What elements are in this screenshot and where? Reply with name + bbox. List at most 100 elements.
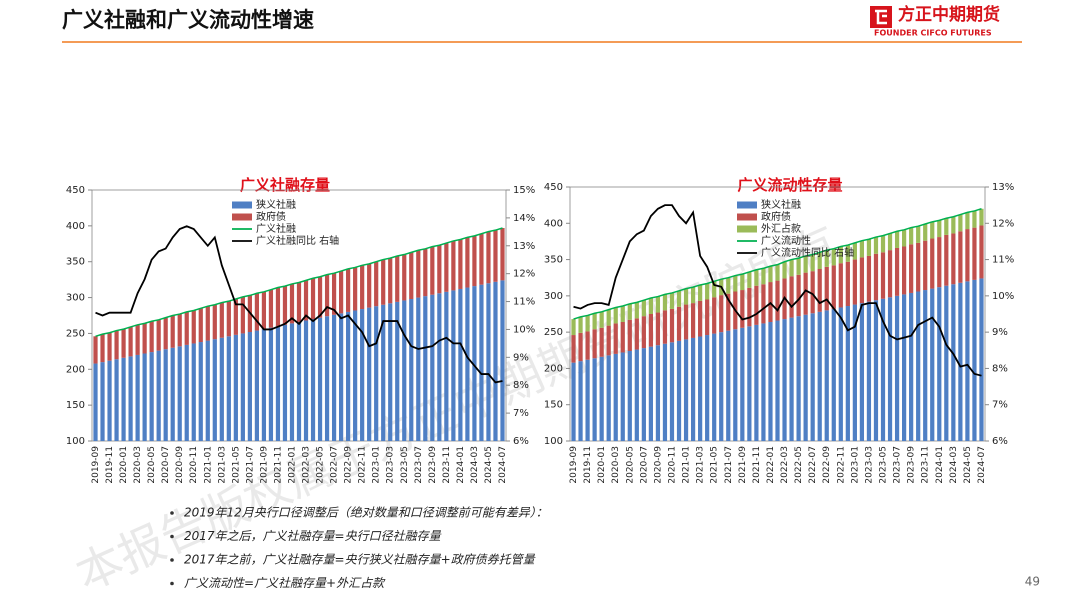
bar-segment (838, 246, 843, 264)
bar-segment (395, 255, 400, 302)
legend-swatch (232, 201, 252, 209)
bar-segment (902, 294, 907, 441)
note: 2017年之前，广义社融存量=央行狭义社融存量+政府债券托管量 (184, 553, 536, 567)
bar-segment (381, 304, 386, 441)
bar-segment (409, 299, 414, 441)
bar-segment (979, 278, 984, 441)
bar-segment (655, 296, 661, 313)
bar-segment (486, 231, 491, 284)
bar-segment (740, 327, 745, 441)
bar-segment (261, 291, 267, 330)
bar-segment (887, 297, 893, 441)
bar-segment (599, 327, 604, 357)
bar-segment (683, 339, 689, 441)
legend-label: 政府债 (761, 210, 791, 223)
bar-segment (698, 336, 703, 441)
bar-segment (493, 230, 498, 282)
bar-segment (585, 359, 590, 441)
bar-segment (500, 280, 505, 441)
bar-segment (930, 221, 935, 239)
bar-segment (972, 279, 977, 441)
bar-segment (114, 330, 119, 360)
bar-segment (930, 288, 935, 441)
bar-segment (114, 359, 119, 441)
bar-segment (296, 282, 302, 322)
bar-segment (275, 287, 281, 327)
bar-segment (775, 264, 780, 281)
bar-segment (170, 347, 175, 441)
bar-segment (845, 306, 850, 441)
y2-tick-label: 13% (513, 241, 535, 252)
bar-segment (261, 329, 267, 441)
bar-segment (803, 272, 808, 315)
bar-segment (346, 311, 351, 441)
bar-segment (606, 309, 611, 326)
bar-segment (107, 332, 112, 361)
bar-segment (796, 316, 801, 441)
bar-segment (310, 278, 316, 320)
bar-segment (479, 233, 484, 285)
bar-segment (289, 323, 295, 441)
bar-segment (303, 280, 309, 321)
bullet-dot (170, 511, 174, 515)
bar-segment (310, 319, 316, 441)
bar-segment (128, 356, 133, 441)
bar-segment (226, 336, 231, 441)
bar-segment (690, 337, 696, 441)
y-tick-label: 200 (544, 363, 563, 374)
bar-segment (353, 267, 358, 311)
bar-segment (712, 333, 717, 441)
bar-segment (789, 276, 794, 318)
legend-label: 狭义社融 (256, 198, 296, 211)
chart-title: 广义流动性存量 (737, 176, 842, 194)
bar-segment (859, 257, 865, 304)
legend-label: 狭义社融 (761, 198, 801, 211)
bar-segment (930, 238, 935, 289)
bar-segment (444, 291, 449, 441)
bar-segment (803, 255, 808, 273)
bar-segment (817, 269, 822, 312)
bar-segment (571, 319, 576, 336)
bar-segment (655, 312, 661, 346)
x-tick-label: 2024-03 (949, 446, 959, 484)
bar-segment (254, 293, 260, 331)
bar-segment (972, 227, 977, 280)
x-tick-label: 2020-05 (625, 446, 635, 484)
line-series (95, 225, 503, 384)
bar-segment (768, 266, 773, 283)
bar-segment (275, 326, 281, 441)
bar-segment (944, 285, 949, 441)
bar-segment (887, 233, 893, 251)
bar-segment (880, 298, 886, 441)
x-tick-label: 2022-09 (344, 446, 354, 484)
legend-label: 外汇占款 (761, 222, 801, 235)
bar-segment (388, 303, 393, 441)
bullet-dot (170, 558, 174, 562)
legend-label: 政府债 (256, 210, 286, 223)
bar-segment (360, 309, 365, 441)
x-tick-label: 2021-07 (724, 446, 734, 484)
bar-segment (324, 316, 330, 441)
bar-segment (451, 290, 456, 441)
bar-segment (768, 321, 773, 441)
bar-segment (430, 294, 435, 441)
bar-segment (965, 281, 970, 441)
bar-segment (873, 237, 879, 254)
bar-segment (705, 283, 710, 300)
x-tick-label: 2023-11 (921, 446, 931, 484)
bar-segment (641, 348, 646, 441)
y2-tick-label: 8% (513, 380, 529, 391)
bar-segment (683, 304, 689, 340)
bar-segment (852, 304, 857, 441)
bar-segment (613, 323, 618, 354)
bar-segment (226, 301, 231, 337)
bar-segment (747, 326, 752, 441)
x-tick-label: 2024-01 (456, 446, 466, 484)
y2-tick-label: 6% (992, 436, 1008, 447)
bar-segment (198, 308, 203, 343)
bar-segment (761, 323, 766, 441)
bar-segment (493, 281, 498, 441)
x-tick-label: 2020-11 (189, 446, 199, 484)
x-tick-label: 2021-01 (203, 446, 213, 484)
bar-segment (726, 293, 731, 331)
